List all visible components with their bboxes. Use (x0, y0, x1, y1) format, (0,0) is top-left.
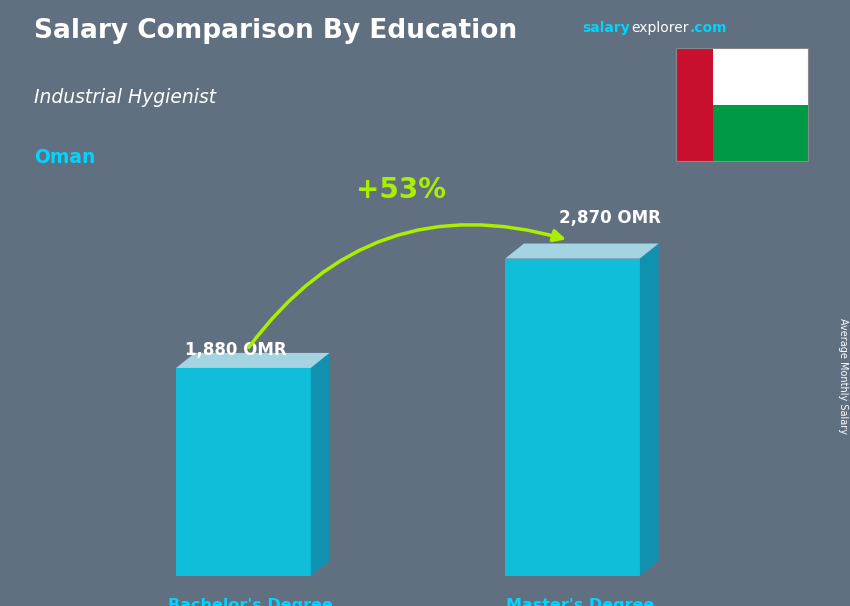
Text: Industrial Hygienist: Industrial Hygienist (34, 88, 216, 107)
Text: +53%: +53% (355, 176, 445, 204)
Text: Salary Comparison By Education: Salary Comparison By Education (34, 18, 517, 44)
Polygon shape (640, 244, 659, 576)
Text: Bachelor's Degree: Bachelor's Degree (168, 598, 333, 606)
Text: .com: .com (689, 21, 727, 35)
Polygon shape (176, 368, 311, 576)
Text: Oman: Oman (34, 148, 95, 167)
Polygon shape (311, 353, 330, 576)
Polygon shape (505, 259, 640, 576)
Text: salary: salary (582, 21, 630, 35)
Text: Master's Degree: Master's Degree (506, 598, 654, 606)
Polygon shape (176, 353, 330, 368)
Text: explorer: explorer (632, 21, 689, 35)
Text: 2,870 OMR: 2,870 OMR (559, 209, 661, 227)
Text: Average Monthly Salary: Average Monthly Salary (838, 318, 848, 434)
Polygon shape (505, 244, 659, 259)
Text: 1,880 OMR: 1,880 OMR (185, 341, 286, 359)
